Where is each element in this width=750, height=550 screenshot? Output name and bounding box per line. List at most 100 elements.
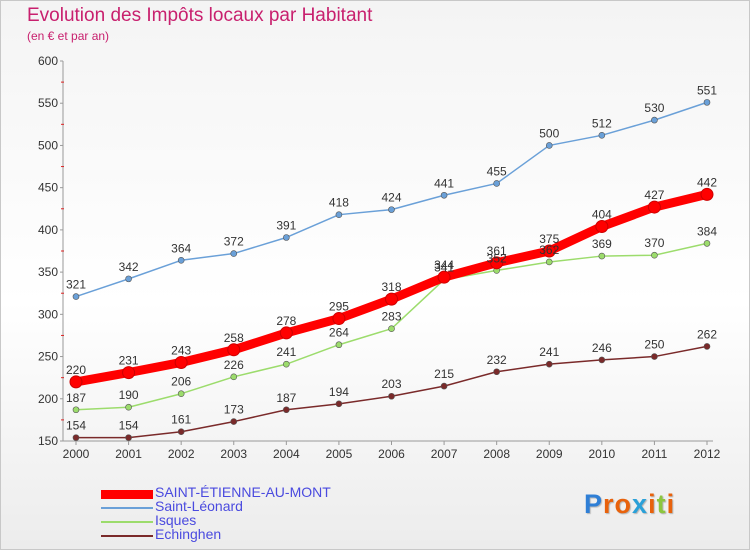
data-label: 364 — [171, 241, 191, 255]
data-point — [72, 406, 80, 414]
data-label: 341 — [434, 261, 454, 275]
data-point — [72, 293, 80, 300]
data-point — [283, 360, 290, 368]
x-tick-label: 2008 — [483, 447, 510, 461]
x-tick-label: 2007 — [431, 447, 458, 461]
data-point — [545, 360, 553, 368]
data-label: 250 — [644, 338, 664, 352]
data-point — [177, 256, 185, 264]
data-label: 264 — [329, 326, 349, 340]
data-point — [177, 390, 185, 398]
data-point — [388, 206, 395, 213]
proxiti-logo: Proxiti — [584, 489, 675, 520]
legend-swatch — [101, 489, 153, 499]
logo-letter: r — [603, 489, 615, 519]
legend-label: SAINT-ÉTIENNE-AU-MONT — [155, 484, 331, 500]
data-label: 404 — [592, 208, 612, 222]
data-label: 258 — [224, 331, 244, 345]
data-point — [122, 366, 136, 380]
data-point — [385, 292, 398, 306]
data-point — [703, 240, 711, 247]
logo-letter: t — [656, 489, 667, 519]
data-point — [647, 200, 661, 214]
logo-letter: o — [614, 489, 633, 519]
data-label: 551 — [697, 83, 717, 97]
data-label: 220 — [66, 363, 86, 377]
data-label: 226 — [224, 358, 244, 372]
data-label: 173 — [224, 403, 244, 417]
data-point — [230, 418, 238, 425]
data-point — [335, 211, 343, 218]
data-label: 241 — [276, 345, 296, 359]
data-point — [335, 341, 343, 349]
data-label: 154 — [119, 419, 139, 433]
data-label: 427 — [644, 188, 664, 202]
data-point — [703, 343, 711, 350]
x-tick-label: 2001 — [115, 447, 142, 461]
data-point — [651, 251, 658, 259]
data-label: 232 — [487, 353, 507, 367]
logo-letter: x — [632, 489, 649, 519]
y-tick-label: 300 — [38, 307, 58, 321]
data-label: 530 — [644, 101, 664, 115]
data-label: 361 — [487, 244, 507, 258]
data-point — [69, 375, 83, 389]
data-point — [177, 428, 185, 436]
data-point — [490, 256, 504, 270]
data-point — [332, 312, 346, 326]
data-point — [545, 142, 553, 149]
data-point — [388, 392, 395, 400]
data-label: 241 — [539, 345, 559, 359]
data-label: 424 — [381, 191, 401, 205]
data-point — [174, 355, 188, 369]
data-label: 362 — [539, 243, 559, 257]
data-label: 418 — [329, 196, 349, 210]
data-point — [493, 368, 500, 376]
data-point — [598, 356, 606, 364]
data-label: 194 — [329, 385, 349, 399]
data-label: 442 — [697, 175, 717, 189]
legend-swatch — [101, 507, 153, 509]
y-tick-label: 400 — [38, 223, 58, 237]
y-tick-label: 250 — [38, 350, 58, 364]
data-label: 231 — [119, 354, 139, 368]
data-point — [598, 132, 606, 139]
y-tick-label: 150 — [38, 434, 58, 448]
data-label: 187 — [66, 391, 86, 405]
data-label: 369 — [592, 237, 612, 251]
data-label: 215 — [434, 367, 454, 381]
y-tick-label: 600 — [38, 54, 58, 68]
x-tick-label: 2010 — [588, 447, 615, 461]
data-label: 372 — [224, 235, 244, 249]
y-tick-label: 200 — [38, 392, 58, 406]
data-point — [283, 406, 290, 414]
data-point — [542, 244, 556, 258]
logo-letter: i — [648, 489, 657, 519]
data-label: 206 — [171, 375, 191, 389]
chart-subtitle: (en € et par an) — [27, 29, 110, 43]
data-label: 455 — [487, 164, 507, 178]
data-point — [283, 234, 290, 241]
x-tick-label: 2005 — [326, 447, 353, 461]
data-point — [230, 373, 238, 381]
data-label: 441 — [434, 176, 454, 190]
data-label: 187 — [276, 391, 296, 405]
y-tick-label: 500 — [38, 138, 58, 152]
data-label: 262 — [697, 327, 717, 341]
data-label: 321 — [66, 278, 86, 292]
logo-letter: i — [666, 489, 676, 519]
data-point — [651, 116, 658, 124]
legend-label: Echinghen — [155, 526, 222, 542]
x-tick-label: 2011 — [642, 447, 668, 461]
data-point — [125, 403, 132, 411]
x-tick-label: 2003 — [220, 447, 247, 461]
y-tick-label: 350 — [38, 265, 58, 279]
data-label: 190 — [119, 388, 139, 402]
data-label: 384 — [697, 224, 717, 238]
data-point — [279, 326, 293, 340]
data-label: 243 — [171, 343, 191, 357]
x-tick-label: 2009 — [536, 447, 563, 461]
data-point — [440, 382, 448, 390]
data-label: 500 — [539, 126, 559, 140]
